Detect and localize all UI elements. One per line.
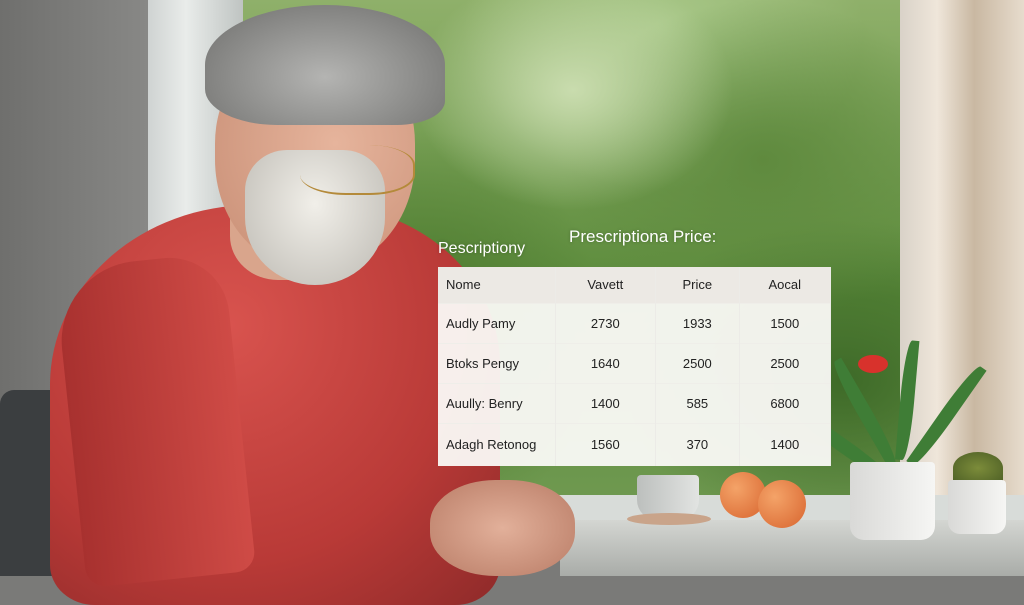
cup xyxy=(637,475,699,520)
curtain xyxy=(900,0,1024,510)
column-header: Vavett xyxy=(555,267,657,303)
man-hands xyxy=(430,480,575,576)
table-cell: 1500 xyxy=(739,302,832,343)
overlay-main-title: Prescriptiona Price: xyxy=(569,227,717,246)
orange xyxy=(758,480,806,528)
table-cell: 1400 xyxy=(555,382,657,423)
table-cell: Btoks Pengy xyxy=(438,342,556,383)
column-header: Aocal xyxy=(739,267,832,303)
table-cell: 2730 xyxy=(555,302,657,343)
table-cell: 6800 xyxy=(739,382,832,423)
table-row: Auully: Benry 1400 585 6800 xyxy=(438,382,832,423)
small-pot xyxy=(948,480,1006,534)
table-cell: 585 xyxy=(655,382,740,423)
table-cell: 2500 xyxy=(739,342,832,383)
table-cell: 1640 xyxy=(555,342,657,383)
column-header: Nome xyxy=(438,267,556,303)
price-table: Nome Vavett Price Aocal Audly Pamy 2730 … xyxy=(438,267,832,466)
glasses xyxy=(300,145,415,195)
column-header: Price xyxy=(655,267,740,303)
table-cell: 1560 xyxy=(555,422,657,466)
table-header-row: Nome Vavett Price Aocal xyxy=(438,267,832,303)
table-cell: 1933 xyxy=(655,302,740,343)
table-row: Adagh Retonog 1560 370 1400 xyxy=(438,422,832,466)
table-cell: 2500 xyxy=(655,342,740,383)
table-cell: Audly Pamy xyxy=(438,302,556,343)
table-cell: 1400 xyxy=(739,422,832,466)
table-row: Btoks Pengy 1640 2500 2500 xyxy=(438,342,832,383)
saucer xyxy=(627,513,711,525)
table-cell: 370 xyxy=(655,422,740,466)
man-arm xyxy=(53,251,257,589)
man-hair xyxy=(205,5,445,125)
table-cell: Adagh Retonog xyxy=(438,422,556,466)
ledge xyxy=(560,520,1024,576)
red-flower xyxy=(858,355,888,373)
table-cell: Auully: Benry xyxy=(438,382,556,423)
table-row: Audly Pamy 2730 1933 1500 xyxy=(438,302,832,343)
succulent xyxy=(953,452,1003,484)
plant-pot xyxy=(850,462,935,540)
overlay-left-title: Pescriptiony xyxy=(438,240,526,257)
